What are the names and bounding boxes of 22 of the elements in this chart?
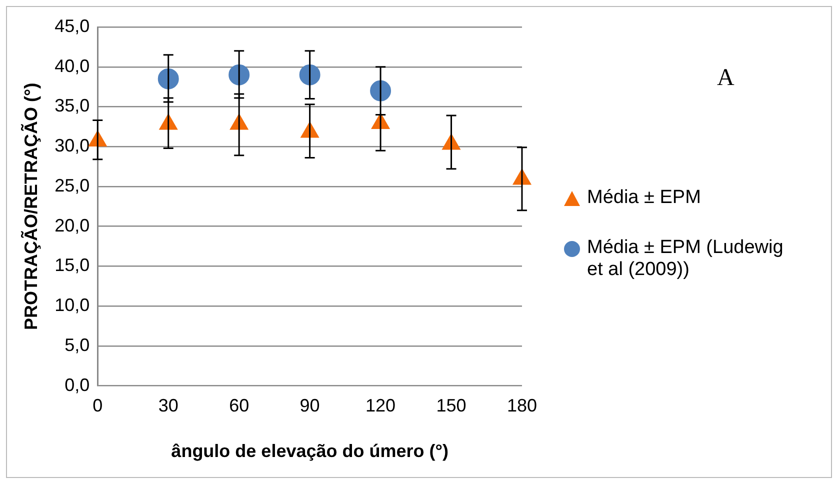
x-tick-label: 60	[229, 396, 250, 416]
legend-label: Média ± EPM (Ludewig et al (2009))	[587, 237, 784, 281]
y-tick-label: 45,0	[54, 16, 90, 36]
text: A	[717, 65, 734, 92]
y-tick-label: 40,0	[54, 56, 90, 76]
x-tick-label: 90	[300, 396, 320, 416]
x-tick-label: 180	[506, 396, 538, 416]
y-tick-label: 20,0	[54, 215, 90, 236]
x-axis-title: ângulo de elevação do úmero (°)	[171, 441, 448, 462]
y-tick-label: 25,0	[54, 175, 90, 196]
x-tick-label: 30	[158, 396, 178, 416]
y-tick-label: 15,0	[54, 255, 90, 276]
y-axis-title: PROTRAÇÃO/RETRAÇÃO (°)	[20, 82, 41, 330]
y-tick-label: 0,0	[64, 374, 90, 395]
y-tick-label: 10,0	[54, 295, 90, 316]
y-tick-label: 35,0	[54, 96, 90, 116]
x-tick-label: 150	[436, 396, 466, 416]
x-tick-label: 0	[92, 396, 103, 416]
y-tick-label: 5,0	[64, 334, 90, 355]
x-tick-label: 120	[366, 396, 396, 416]
y-tick-label: 30,0	[54, 136, 90, 156]
legend-label: Média ± EPM	[587, 187, 701, 209]
